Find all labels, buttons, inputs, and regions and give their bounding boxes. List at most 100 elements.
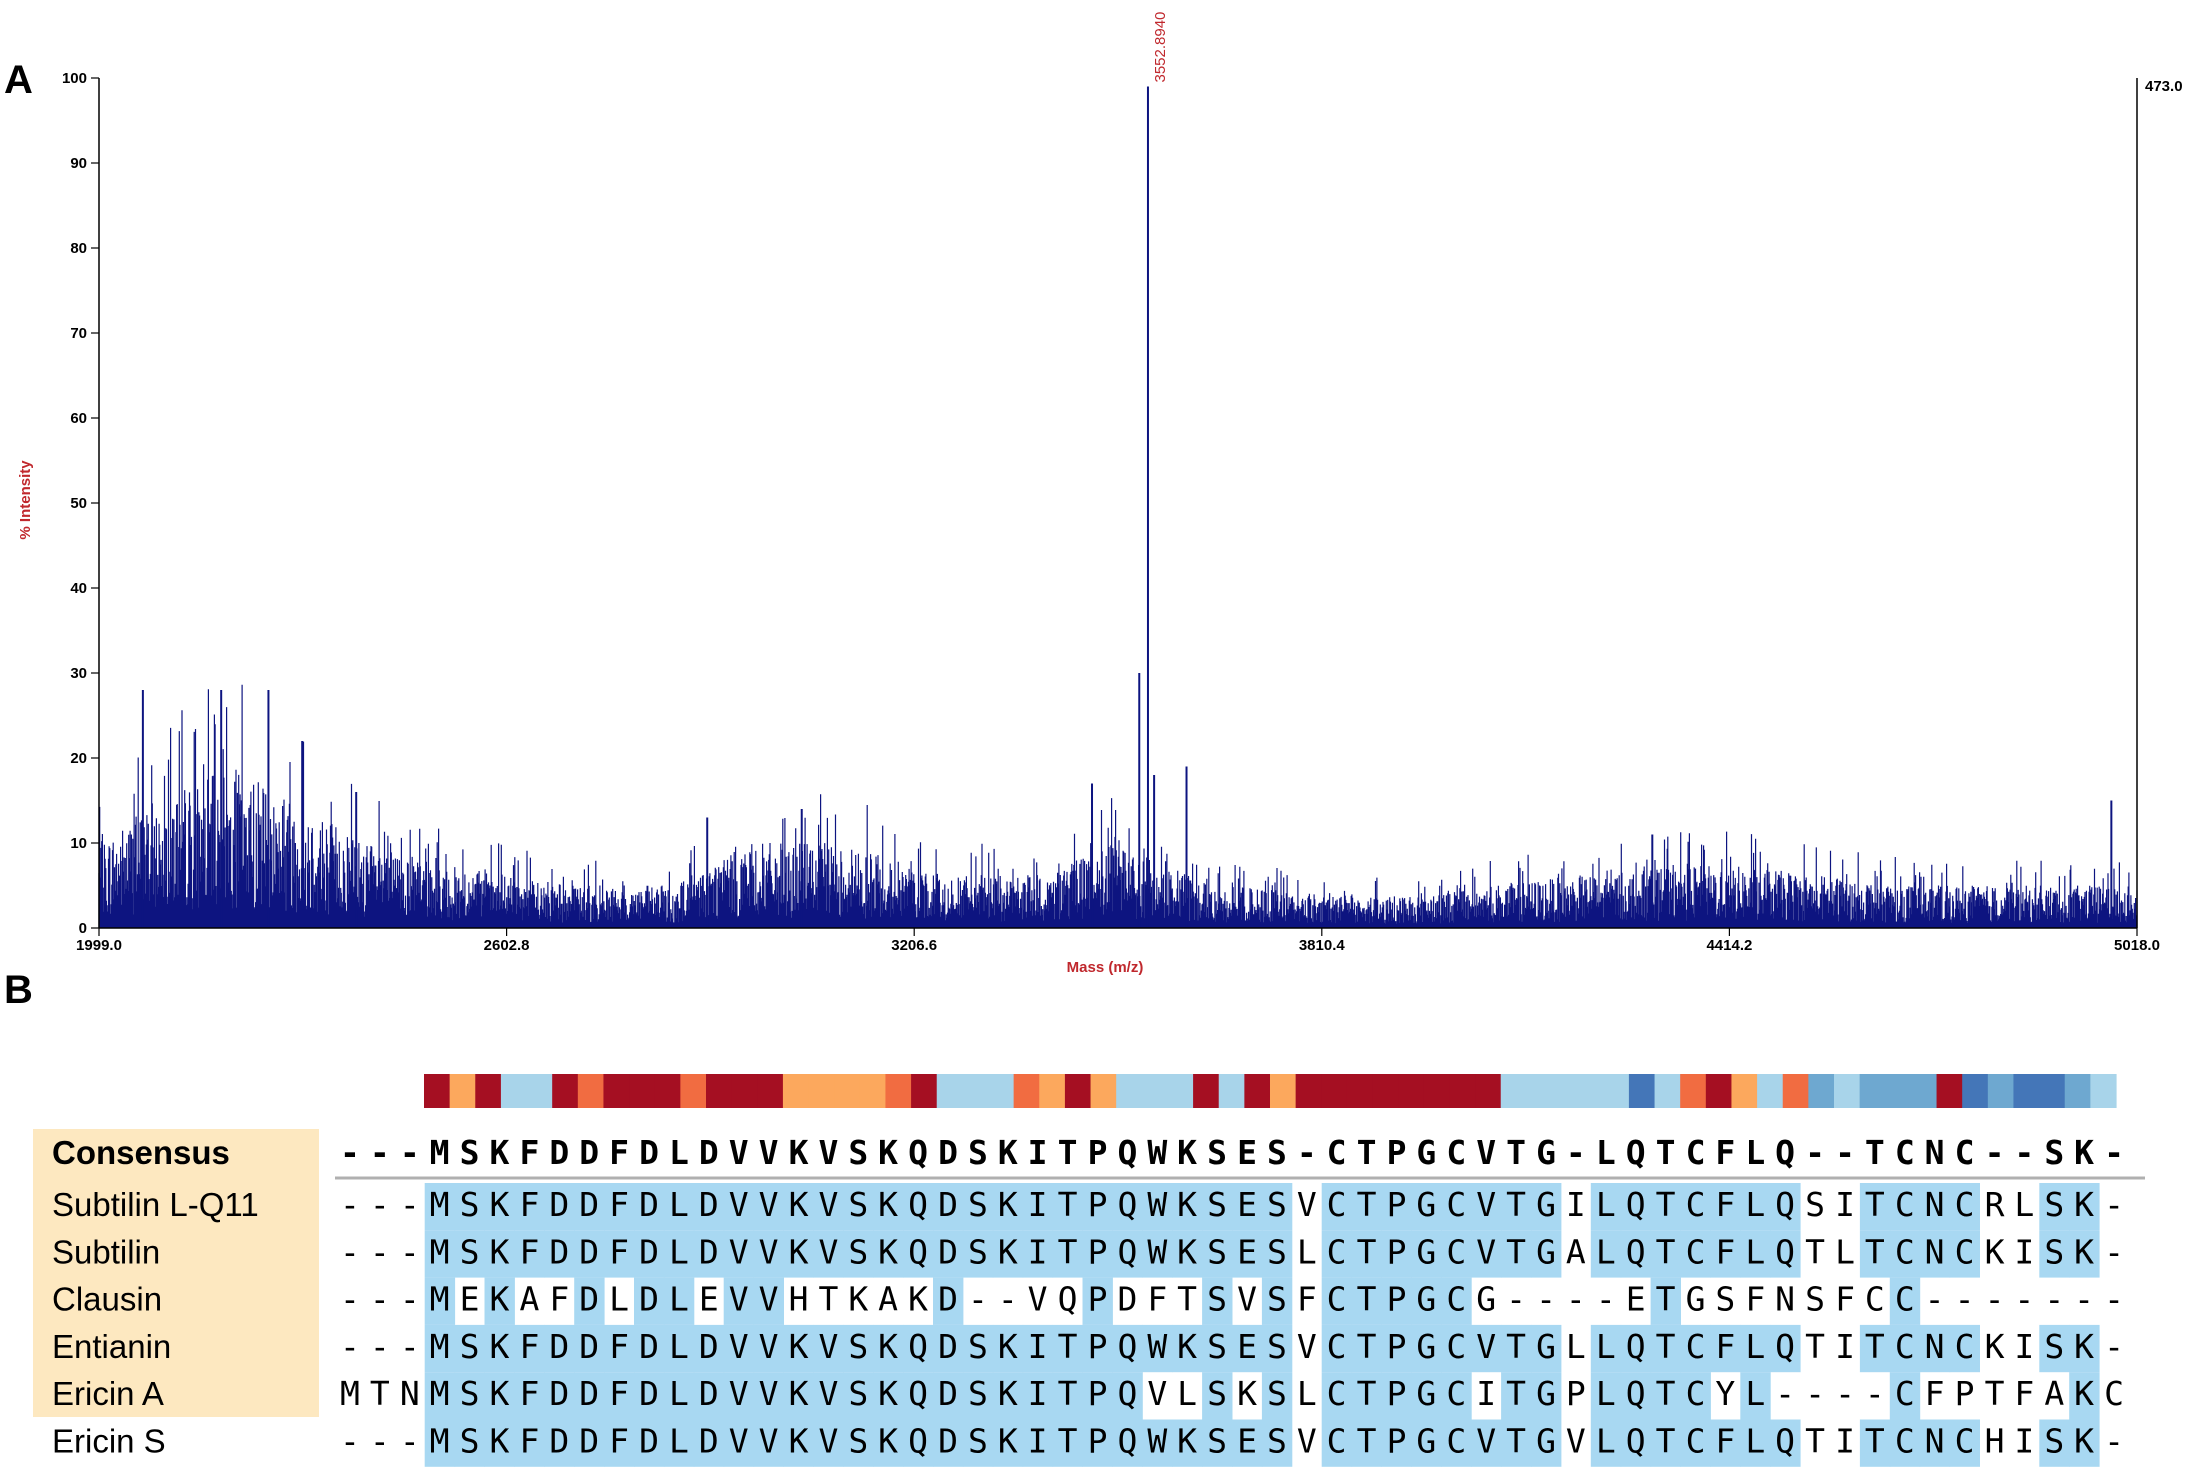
residue: Q	[1626, 1232, 1646, 1271]
conservation-cell	[1372, 1074, 1399, 1108]
consensus-residue: V	[818, 1133, 838, 1172]
identity-cell	[903, 1419, 934, 1467]
consensus-residue: L	[669, 1133, 689, 1172]
identity-cell	[1859, 1324, 1891, 1373]
residue: A	[1566, 1232, 1586, 1271]
identity-cell	[1471, 1230, 1502, 1278]
residue: G	[1416, 1327, 1436, 1366]
residue: P	[1387, 1374, 1407, 1413]
residue: -	[1506, 1280, 1526, 1319]
residue: S	[2044, 1185, 2064, 1224]
conservation-cell	[1346, 1074, 1374, 1108]
identity-cell	[424, 1372, 456, 1420]
identity-cell	[2069, 1230, 2100, 1278]
identity-cell	[1381, 1230, 1412, 1278]
conservation-cell	[1167, 1074, 1194, 1108]
residue: Q	[908, 1374, 928, 1413]
conservation-cell	[526, 1074, 553, 1108]
residue: V	[1297, 1422, 1317, 1461]
consensus-residue: -	[1985, 1133, 2005, 1172]
identity-cell	[1232, 1230, 1263, 1278]
residue: W	[1147, 1327, 1167, 1366]
identity-cell	[1650, 1230, 1681, 1278]
residue: K	[789, 1327, 809, 1366]
residue: Q	[1058, 1280, 1078, 1319]
conservation-cell	[654, 1074, 681, 1108]
residue: V	[759, 1232, 779, 1271]
residue: F	[1147, 1280, 1167, 1319]
identity-cell	[1261, 1419, 1293, 1467]
consensus-residue: -	[400, 1133, 420, 1172]
identity-cell	[1351, 1230, 1382, 1278]
identity-cell	[1052, 1183, 1083, 1231]
conservation-cell	[577, 1074, 605, 1108]
y-axis-ticks: 0 10 20 30 40 50 60 70 80 90 100	[62, 70, 99, 937]
identity-cell	[873, 1419, 904, 1467]
residue: S	[2044, 1327, 2064, 1366]
residue: C	[1446, 1374, 1466, 1413]
identity-cell	[1112, 1324, 1143, 1373]
consensus-residue: F	[609, 1133, 629, 1172]
residue: T	[1656, 1185, 1676, 1224]
identity-cell	[454, 1230, 485, 1278]
residue: D	[549, 1374, 569, 1413]
identity-cell	[2039, 1183, 2070, 1231]
consensus-residue: S	[460, 1133, 480, 1172]
residue: T	[1865, 1327, 1885, 1366]
y-axis-label: % Intensity	[17, 460, 34, 540]
residue: S	[1207, 1374, 1227, 1413]
conservation-cell	[782, 1074, 810, 1108]
identity-cell	[1471, 1419, 1502, 1467]
identity-cell	[1650, 1324, 1681, 1373]
residue: D	[699, 1374, 719, 1413]
identity-cell	[634, 1372, 665, 1420]
identity-cell	[1082, 1419, 1113, 1467]
consensus-residue: V	[759, 1133, 779, 1172]
identity-cell	[1261, 1277, 1293, 1325]
residue: T	[1656, 1280, 1676, 1319]
residue: V	[1147, 1374, 1167, 1413]
panel-b-label: B	[4, 968, 33, 1012]
residue: L	[1297, 1232, 1317, 1271]
residue: T	[1058, 1374, 1078, 1413]
conservation-cell	[1423, 1074, 1451, 1108]
residue: W	[1147, 1422, 1167, 1461]
conservation-cell	[449, 1074, 476, 1108]
consensus-residue: D	[549, 1133, 569, 1172]
identity-cell	[2039, 1419, 2070, 1467]
identity-cell	[1321, 1419, 1353, 1467]
conservation-cell	[731, 1074, 758, 1108]
residue: Q	[1117, 1422, 1137, 1461]
residue: K	[489, 1280, 509, 1319]
conservation-cell	[988, 1074, 1015, 1108]
residue: L	[1596, 1374, 1616, 1413]
residue: I	[1566, 1185, 1586, 1224]
x-tick-label: 5018.0	[2114, 937, 2160, 954]
residue: I	[1028, 1185, 1048, 1224]
residue: L	[1745, 1374, 1765, 1413]
residue: S	[1207, 1280, 1227, 1319]
residue: K	[789, 1232, 809, 1271]
identity-cell	[903, 1372, 934, 1420]
consensus-residue: T	[1865, 1133, 1885, 1172]
residue: T	[1357, 1422, 1377, 1461]
residue: T	[1058, 1327, 1078, 1366]
conservation-cell	[1782, 1074, 1809, 1108]
consensus-residue: S	[848, 1133, 868, 1172]
residue: S	[968, 1185, 988, 1224]
identity-cell	[1022, 1419, 1054, 1467]
residue: P	[1955, 1374, 1975, 1413]
residue: V	[759, 1185, 779, 1224]
residue: H	[1985, 1422, 2005, 1461]
identity-cell	[1411, 1419, 1442, 1467]
residue: S	[1715, 1280, 1735, 1319]
peak-label: 3552.8940	[1152, 12, 1169, 83]
identity-cell	[813, 1419, 844, 1467]
identity-cell	[723, 1183, 755, 1231]
identity-cell	[574, 1183, 605, 1231]
identity-cell	[1620, 1183, 1652, 1231]
residue: M	[430, 1422, 450, 1461]
consensus-residue: K	[1177, 1133, 1197, 1172]
identity-cell	[1650, 1419, 1681, 1467]
